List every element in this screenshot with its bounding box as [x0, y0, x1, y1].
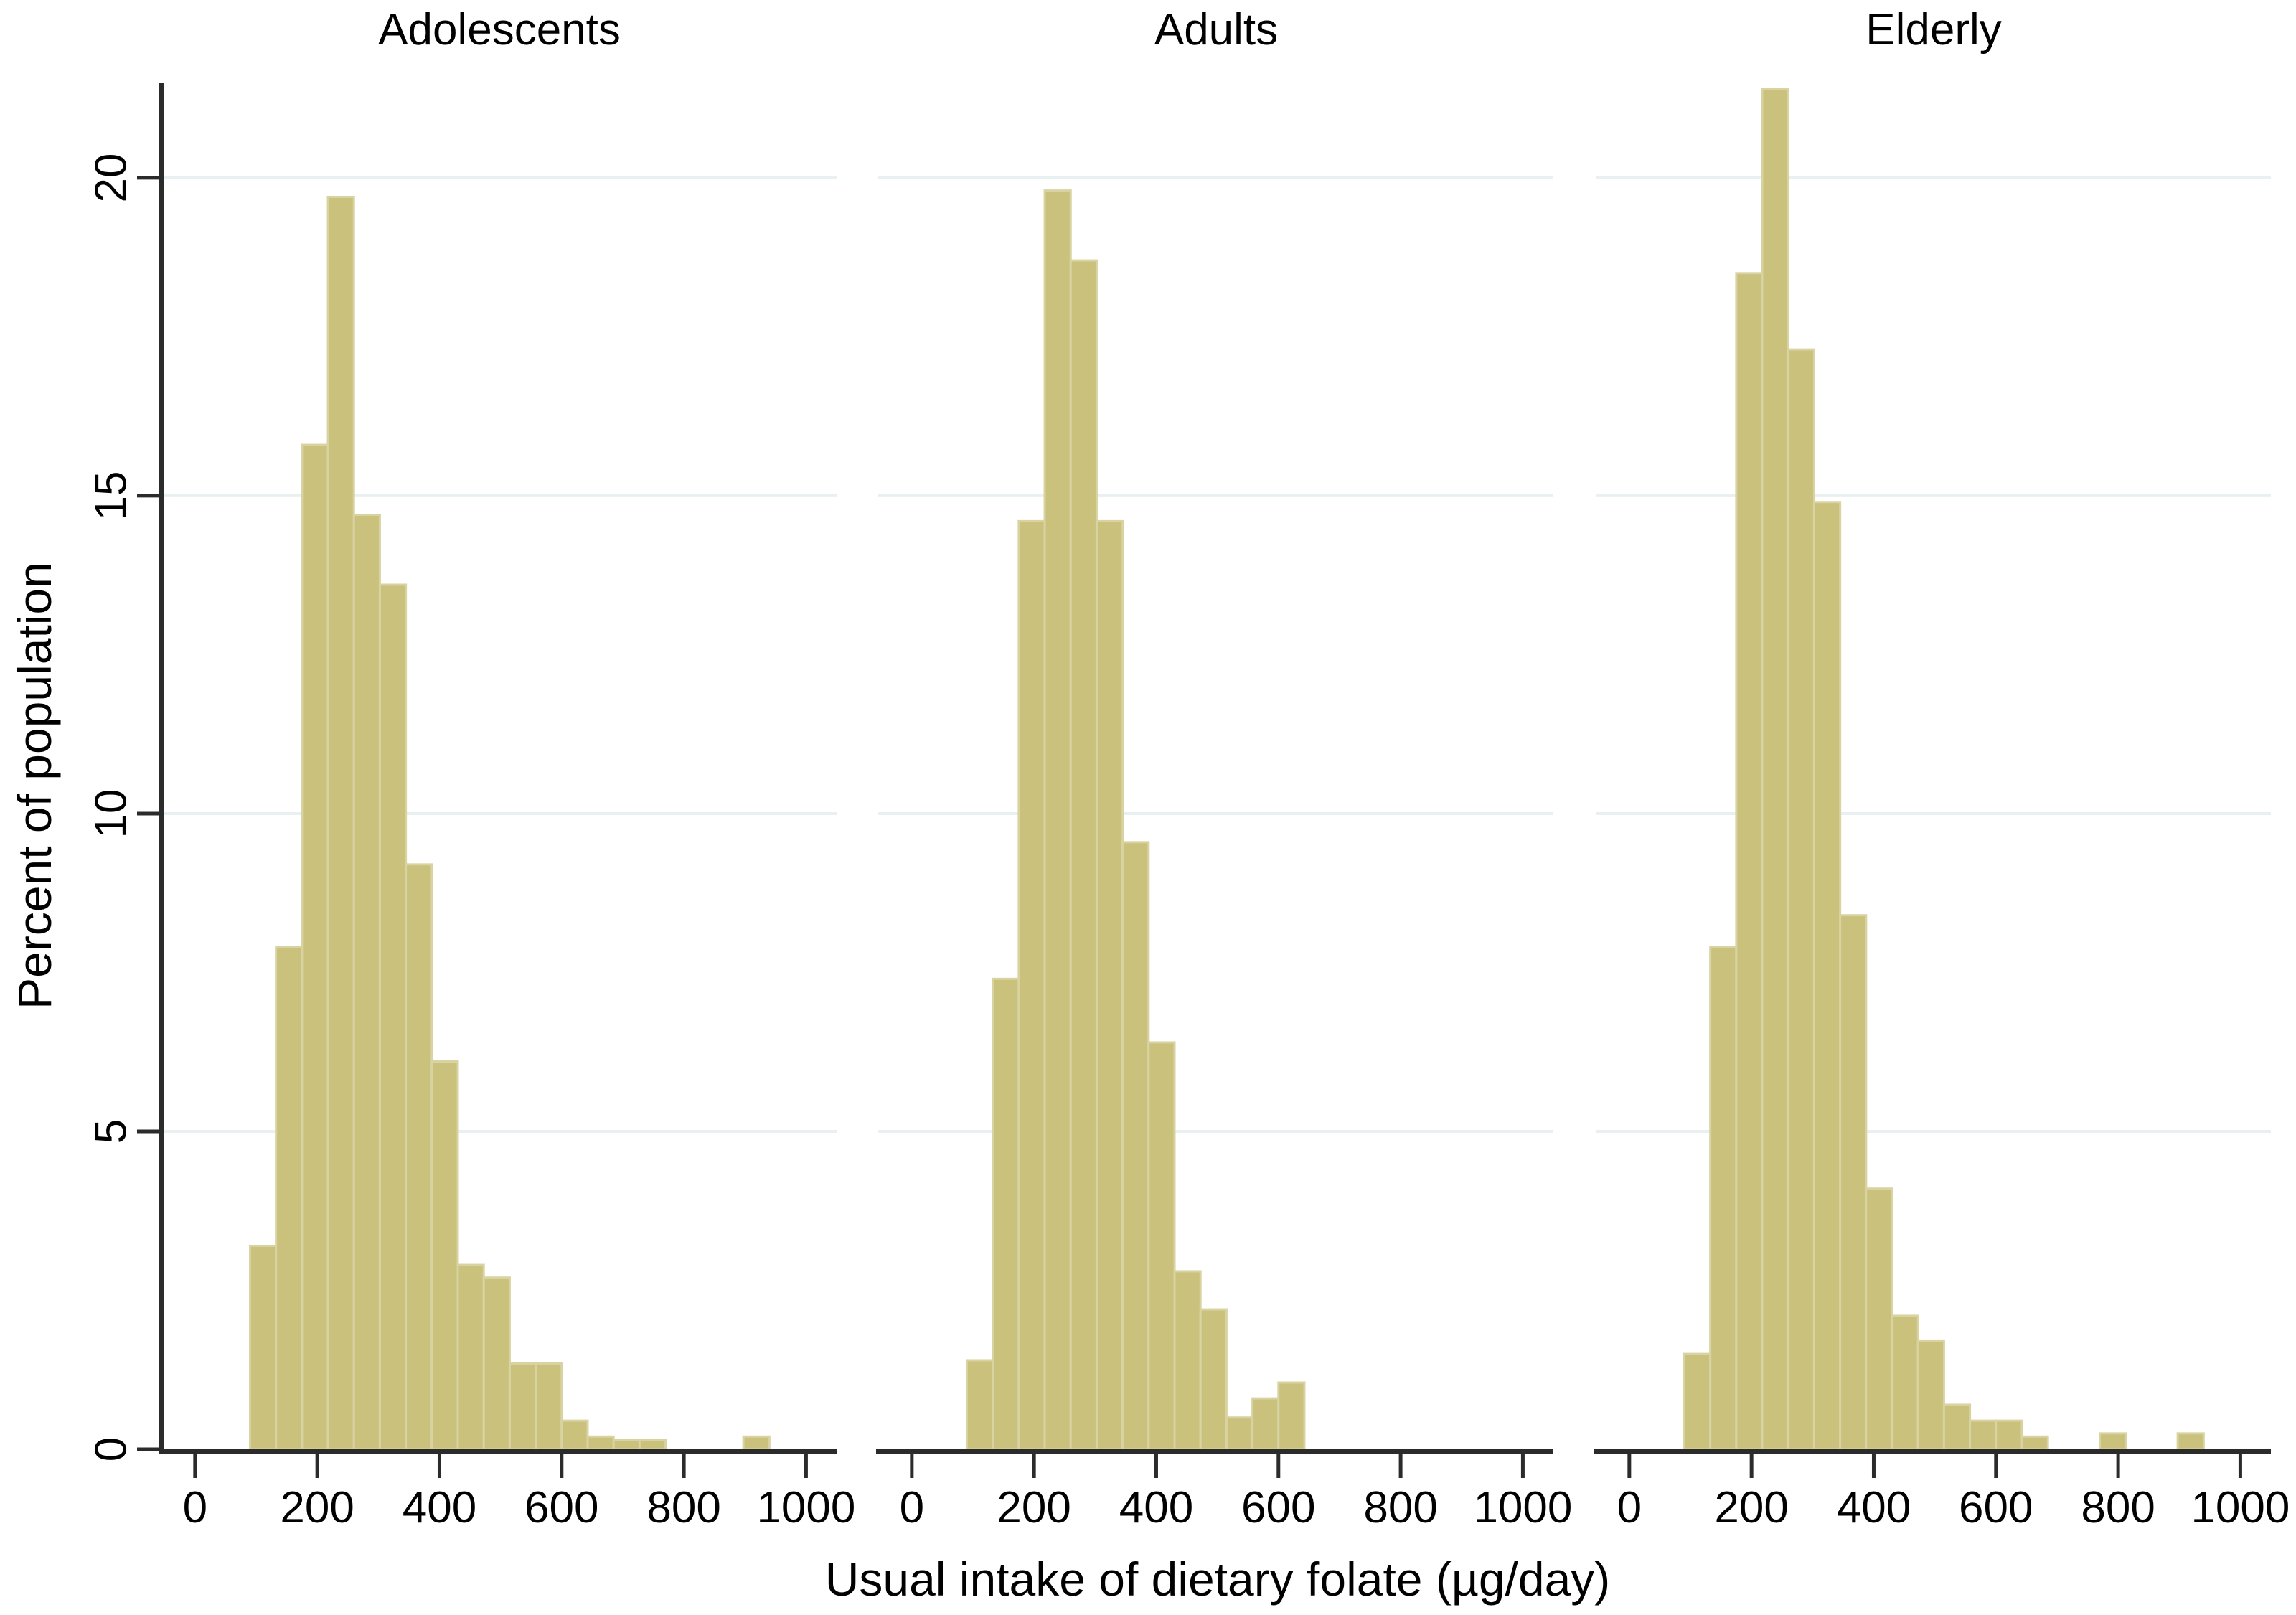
y-tick-label-5: 5	[86, 1119, 136, 1144]
x-tick-label-800: 800	[646, 1483, 721, 1532]
x-tick-label-0: 0	[899, 1483, 925, 1532]
histogram-bar	[535, 1362, 563, 1451]
histogram-bar	[1891, 1314, 1919, 1451]
histogram-bar	[2020, 1435, 2049, 1451]
histogram-bar	[1735, 272, 1764, 1451]
x-tick-label-400: 400	[1119, 1483, 1194, 1532]
histogram-bar	[1043, 189, 1072, 1451]
histogram-bar	[378, 583, 408, 1451]
histogram-bar	[1147, 1041, 1176, 1451]
y-tick-label-20: 20	[86, 153, 136, 203]
histogram-bar	[456, 1263, 485, 1451]
histogram-bar	[1839, 914, 1868, 1451]
panel-title-adolescents: Adolescents	[378, 5, 621, 55]
x-tick-label-0: 0	[1617, 1483, 1642, 1532]
histogram-bar	[405, 863, 433, 1451]
panel-title-adults: Adults	[1154, 5, 1279, 55]
y-axis-title: Percent of population	[8, 562, 61, 1009]
histogram-bar	[638, 1439, 667, 1451]
x-tick-label-200: 200	[997, 1483, 1071, 1532]
histogram-bar	[2099, 1432, 2127, 1451]
histogram-bar	[248, 1244, 278, 1451]
x-tick-label-0: 0	[182, 1483, 208, 1532]
histogram-bar	[1017, 519, 1046, 1451]
y-tick-label-0: 0	[86, 1436, 136, 1462]
x-tick-label-400: 400	[1836, 1483, 1911, 1532]
x-tick-label-1000: 1000	[756, 1483, 856, 1532]
x-tick-label-800: 800	[2081, 1483, 2155, 1532]
histogram-panel-adolescents	[137, 83, 837, 1478]
histogram-bar	[1199, 1308, 1228, 1451]
histogram-bar	[2176, 1432, 2205, 1451]
histogram-panel-elderly	[1594, 88, 2271, 1478]
y-tick-label-10: 10	[86, 788, 136, 839]
histogram-bar	[301, 443, 329, 1451]
histogram-bar	[1709, 946, 1738, 1451]
y-tick-label-15: 15	[86, 471, 136, 521]
x-tick-label-600: 600	[524, 1483, 599, 1532]
histogram-bar	[1787, 348, 1815, 1451]
histogram-bar	[612, 1439, 641, 1451]
histogram-bar	[1761, 88, 1789, 1451]
histogram-bar	[1995, 1419, 2023, 1451]
histogram-bar	[742, 1435, 771, 1451]
histogram-bar	[482, 1276, 511, 1451]
histogram-bar	[1069, 259, 1098, 1451]
x-tick-label-200: 200	[1714, 1483, 1789, 1532]
x-tick-label-1000: 1000	[2191, 1483, 2290, 1532]
histogram-bar	[1173, 1270, 1202, 1451]
histogram-bar	[430, 1060, 459, 1451]
histogram-bar	[1916, 1339, 1945, 1451]
x-tick-label-200: 200	[280, 1483, 354, 1532]
histogram-bar	[1251, 1397, 1280, 1451]
histogram-panel-adults	[876, 176, 1553, 1478]
histogram-bar	[275, 946, 304, 1451]
histogram-bar	[1095, 519, 1124, 1451]
histogram-bar	[352, 514, 381, 1451]
x-tick-label-800: 800	[1363, 1483, 1438, 1532]
histogram-bar	[560, 1419, 589, 1451]
panel-title-elderly: Elderly	[1866, 5, 2002, 55]
histogram-bar	[1225, 1416, 1254, 1451]
histogram-bar	[1969, 1419, 1998, 1451]
histogram-bar	[1812, 501, 1842, 1451]
histogram-bar	[1942, 1403, 1972, 1451]
x-tick-label-600: 600	[1241, 1483, 1316, 1532]
histogram-bar	[326, 195, 355, 1451]
x-tick-label-1000: 1000	[1473, 1483, 1573, 1532]
histogram-bar	[1683, 1352, 1712, 1451]
x-tick-label-400: 400	[402, 1483, 477, 1532]
histogram-bar	[586, 1435, 615, 1451]
histogram-bar	[1277, 1381, 1306, 1451]
histogram-bar	[508, 1362, 537, 1451]
histogram-bar	[965, 1359, 994, 1451]
histogram-bar	[1121, 841, 1150, 1451]
histogram-bar	[1865, 1187, 1893, 1451]
x-tick-label-600: 600	[1959, 1483, 2033, 1532]
histogram-bar	[992, 977, 1020, 1451]
x-axis-title: Usual intake of dietary folate (µg/day)	[824, 1553, 1611, 1606]
